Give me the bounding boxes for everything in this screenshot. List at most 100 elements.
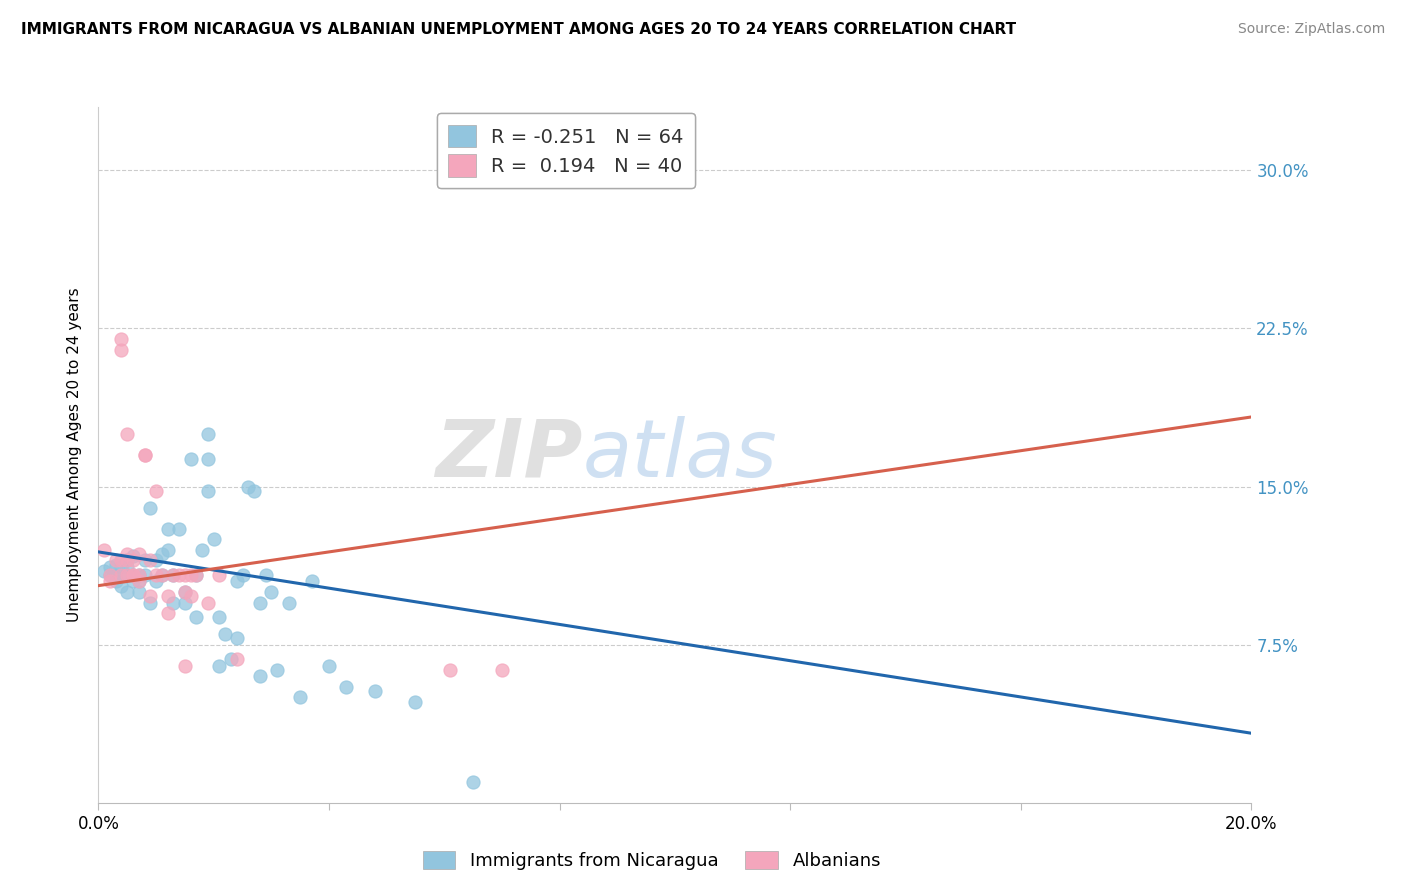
Point (150, 547, 173, 561)
Point (197, 452, 219, 467)
Point (104, 558, 127, 572)
Point (249, 669, 271, 683)
Point (191, 542, 214, 557)
Point (98, 574, 121, 589)
Point (180, 452, 202, 467)
Point (145, 568, 167, 582)
Point (110, 343, 132, 357)
Point (104, 553, 127, 567)
Point (128, 574, 150, 589)
Point (139, 595, 162, 609)
Point (128, 585, 150, 599)
Point (110, 559, 132, 574)
Point (128, 568, 150, 582)
Point (139, 553, 162, 567)
Point (139, 500, 162, 515)
Point (335, 680, 357, 694)
Point (197, 595, 219, 609)
Point (122, 549, 145, 563)
Point (162, 595, 184, 609)
Point (186, 568, 208, 582)
Point (225, 574, 247, 589)
Point (208, 610, 231, 624)
Point (110, 568, 132, 582)
Point (197, 483, 219, 498)
Point (162, 568, 184, 582)
Point (461, 774, 484, 789)
Y-axis label: Unemployment Among Ages 20 to 24 years: Unemployment Among Ages 20 to 24 years (67, 287, 83, 623)
Point (110, 568, 132, 582)
Point (364, 684, 387, 698)
Point (167, 522, 190, 536)
Point (156, 542, 179, 557)
Point (110, 553, 132, 567)
Point (156, 606, 179, 620)
Point (277, 595, 299, 609)
Point (439, 663, 461, 677)
Point (266, 663, 288, 677)
Point (174, 585, 197, 599)
Point (122, 574, 145, 589)
Point (93, 564, 115, 578)
Point (174, 568, 197, 582)
Point (301, 574, 323, 589)
Point (93, 542, 115, 557)
Point (128, 574, 150, 589)
Point (405, 695, 427, 709)
Point (186, 610, 208, 624)
Point (174, 595, 197, 609)
Point (104, 570, 127, 584)
Point (110, 579, 132, 593)
Point (318, 658, 340, 673)
Point (128, 568, 150, 582)
Point (134, 568, 156, 582)
Point (231, 568, 254, 582)
Point (117, 547, 139, 561)
Point (225, 652, 247, 666)
Point (214, 627, 236, 641)
Point (110, 332, 132, 346)
Point (180, 589, 202, 603)
Point (117, 553, 139, 567)
Point (202, 533, 225, 547)
Point (174, 658, 197, 673)
Text: ZIP: ZIP (436, 416, 582, 494)
Point (150, 568, 173, 582)
Text: IMMIGRANTS FROM NICARAGUA VS ALBANIAN UNEMPLOYMENT AMONG AGES 20 TO 24 YEARS COR: IMMIGRANTS FROM NICARAGUA VS ALBANIAN UN… (21, 22, 1017, 37)
Point (117, 568, 139, 582)
Point (162, 568, 184, 582)
Point (134, 448, 156, 462)
Point (145, 574, 167, 589)
Point (145, 553, 167, 567)
Point (117, 568, 139, 582)
Point (134, 448, 156, 462)
Point (156, 522, 179, 536)
Point (186, 568, 208, 582)
Point (208, 568, 231, 582)
Point (117, 559, 139, 574)
Point (117, 585, 139, 599)
Point (243, 483, 266, 498)
Point (122, 553, 145, 567)
Point (491, 663, 513, 677)
Point (174, 585, 197, 599)
Text: Source: ZipAtlas.com: Source: ZipAtlas.com (1237, 22, 1385, 37)
Point (117, 553, 139, 567)
Point (117, 426, 139, 441)
Point (167, 568, 190, 582)
Point (139, 589, 162, 603)
Point (145, 483, 167, 498)
Point (98, 559, 121, 574)
Point (122, 568, 145, 582)
Point (180, 568, 202, 582)
Point (122, 568, 145, 582)
Point (98, 568, 121, 582)
Legend: Immigrants from Nicaragua, Albanians: Immigrants from Nicaragua, Albanians (416, 844, 889, 877)
Text: atlas: atlas (582, 416, 778, 494)
Point (156, 589, 179, 603)
Point (98, 568, 121, 582)
Point (260, 585, 283, 599)
Point (208, 658, 231, 673)
Point (197, 426, 219, 441)
Point (150, 568, 173, 582)
